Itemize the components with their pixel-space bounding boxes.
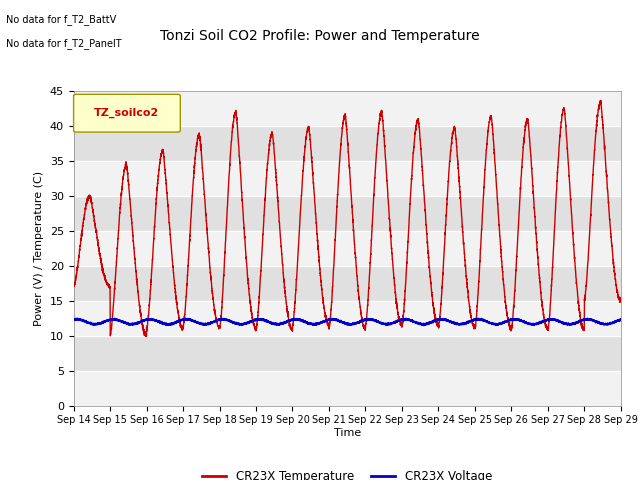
Bar xyxy=(74,161,621,196)
Bar xyxy=(74,231,621,266)
Text: No data for f_T2_BattV: No data for f_T2_BattV xyxy=(6,14,116,25)
Y-axis label: Power (V) / Temperature (C): Power (V) / Temperature (C) xyxy=(34,171,44,326)
Bar xyxy=(74,371,621,406)
X-axis label: Time: Time xyxy=(333,428,361,438)
Text: No data for f_T2_PanelT: No data for f_T2_PanelT xyxy=(6,38,122,49)
Text: Tonzi Soil CO2 Profile: Power and Temperature: Tonzi Soil CO2 Profile: Power and Temper… xyxy=(160,29,480,43)
Bar xyxy=(74,91,621,126)
FancyBboxPatch shape xyxy=(74,95,180,132)
Bar xyxy=(74,301,621,336)
Legend: CR23X Temperature, CR23X Voltage: CR23X Temperature, CR23X Voltage xyxy=(198,465,497,480)
Text: TZ_soilco2: TZ_soilco2 xyxy=(94,108,159,119)
